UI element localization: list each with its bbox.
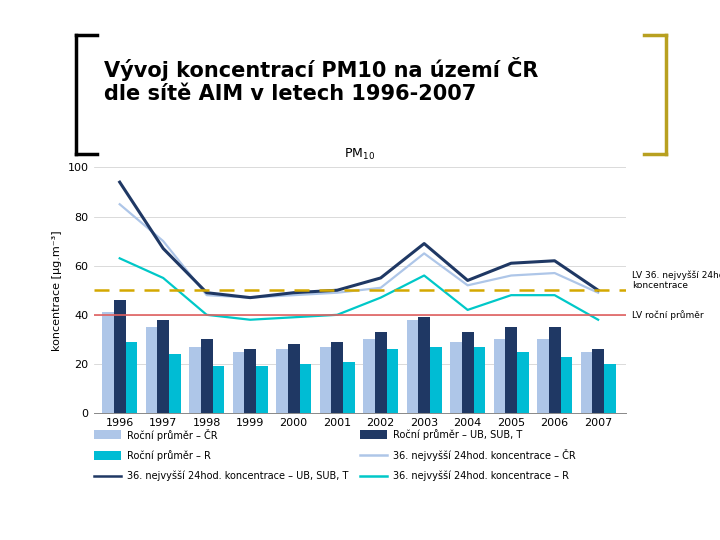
- Bar: [288, 345, 300, 413]
- Bar: [462, 332, 474, 413]
- Bar: [375, 332, 387, 413]
- Y-axis label: koncentrace [µg.m⁻³]: koncentrace [µg.m⁻³]: [52, 230, 62, 350]
- Bar: [276, 349, 288, 413]
- Text: 36. nejvyšší 24hod. koncentrace – UB, SUB, T: 36. nejvyšší 24hod. koncentrace – UB, SU…: [127, 470, 348, 481]
- Bar: [244, 349, 256, 413]
- Bar: [505, 327, 517, 413]
- Bar: [169, 354, 181, 413]
- Bar: [300, 364, 311, 413]
- Bar: [256, 367, 268, 413]
- Text: LV roční průměr: LV roční průměr: [631, 310, 703, 320]
- Bar: [212, 367, 225, 413]
- Bar: [102, 312, 114, 413]
- Bar: [343, 361, 355, 413]
- Bar: [549, 327, 560, 413]
- Bar: [450, 342, 462, 413]
- Bar: [560, 356, 572, 413]
- Bar: [189, 347, 201, 413]
- Text: Vývoj koncentrací PM10 na území ČR
dle sítě AIM v letech 1996-2007: Vývoj koncentrací PM10 na území ČR dle s…: [104, 57, 539, 104]
- Bar: [125, 342, 138, 413]
- Bar: [430, 347, 442, 413]
- Bar: [418, 318, 430, 413]
- Bar: [593, 349, 604, 413]
- Bar: [363, 340, 375, 413]
- Text: Roční průměr – R: Roční průměr – R: [127, 450, 210, 461]
- Bar: [201, 340, 212, 413]
- Text: Roční průměr – UB, SUB, T: Roční průměr – UB, SUB, T: [393, 429, 523, 440]
- Bar: [407, 320, 418, 413]
- Bar: [145, 327, 157, 413]
- Bar: [493, 340, 505, 413]
- Text: PM$_{10}$: PM$_{10}$: [344, 147, 376, 162]
- Bar: [157, 320, 169, 413]
- Bar: [537, 340, 549, 413]
- Text: 36. nejvyšší 24hod. koncentrace – R: 36. nejvyšší 24hod. koncentrace – R: [393, 470, 569, 481]
- Bar: [320, 347, 331, 413]
- Bar: [331, 342, 343, 413]
- Bar: [387, 349, 398, 413]
- Bar: [604, 364, 616, 413]
- Text: Roční průměr – ČR: Roční průměr – ČR: [127, 429, 217, 441]
- Bar: [580, 352, 593, 413]
- Text: LV 36. nejvyšší 24hod.
koncentrace: LV 36. nejvyšší 24hod. koncentrace: [631, 271, 720, 291]
- Bar: [474, 347, 485, 413]
- Bar: [233, 352, 244, 413]
- Bar: [517, 352, 528, 413]
- Bar: [114, 300, 125, 413]
- Text: 36. nejvyšší 24hod. koncentrace – ČR: 36. nejvyšší 24hod. koncentrace – ČR: [393, 449, 576, 461]
